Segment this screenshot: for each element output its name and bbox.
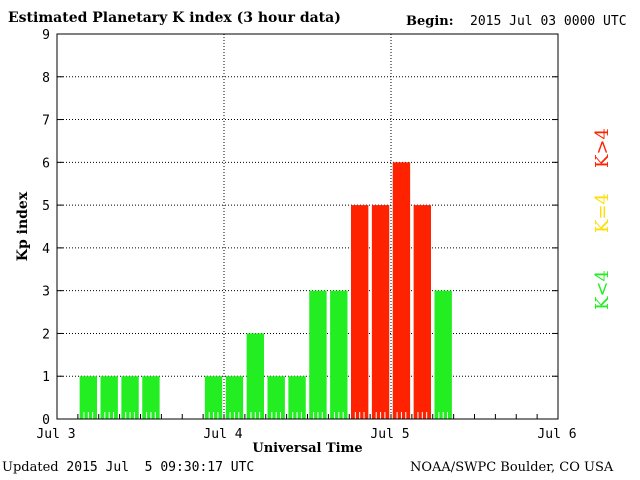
kp-bar: [246, 333, 264, 419]
updated-label: Updated: [2, 460, 59, 475]
y-tick-label: 8: [42, 71, 50, 86]
y-axis-label: Kp index: [15, 191, 31, 261]
plot-frame: [56, 33, 559, 420]
legend-entry: K=4: [592, 193, 613, 233]
begin-value: 2015 Jul 03 0000 UTC: [470, 14, 627, 29]
x-tick-label: Jul 3: [36, 427, 75, 442]
y-tick-label: 1: [42, 370, 50, 385]
x-tick-label: Jul 5: [370, 427, 409, 442]
kp-bar: [142, 376, 160, 419]
legend-entry: K>4: [592, 128, 613, 168]
kp-bar: [204, 376, 223, 419]
kp-bar: [413, 205, 431, 419]
kp-bar: [309, 290, 327, 419]
kp-bar: [79, 376, 97, 419]
updated-timestamp: Updated 2015 Jul 5 09:30:17 UTC: [2, 460, 254, 475]
kp-bar: [100, 376, 118, 419]
kp-bar: [288, 376, 306, 419]
x-tick-label: Jul 4: [203, 427, 242, 442]
y-tick-label: 2: [42, 327, 50, 342]
x-tick-label: Jul 6: [537, 427, 576, 442]
legend-entry: K<4: [592, 270, 613, 310]
kp-bar: [351, 205, 369, 419]
y-tick-label: 6: [42, 156, 50, 171]
chart-title: Estimated Planetary K index (3 hour data…: [8, 10, 341, 26]
y-tick-label: 5: [42, 199, 50, 214]
x-axis-label: Universal Time: [252, 441, 362, 456]
data-source: NOAA/SWPC Boulder, CO USA: [410, 460, 614, 475]
y-tick-label: 4: [42, 242, 50, 257]
kp-bar: [330, 290, 348, 419]
kp-bar: [121, 376, 139, 419]
y-tick-label: 9: [42, 28, 50, 43]
y-tick-label: 7: [42, 114, 50, 129]
kp-bar: [434, 290, 452, 419]
kp-bar: [267, 376, 285, 419]
kp-bar: [371, 205, 390, 419]
kp-bar: [392, 162, 411, 420]
begin-label: Begin:: [406, 14, 454, 29]
updated-value: 2015 Jul 5 09:30:17 UTC: [58, 460, 255, 475]
y-tick-label: 0: [42, 413, 50, 428]
y-tick-label: 3: [42, 285, 50, 300]
kp-bar: [225, 376, 244, 419]
